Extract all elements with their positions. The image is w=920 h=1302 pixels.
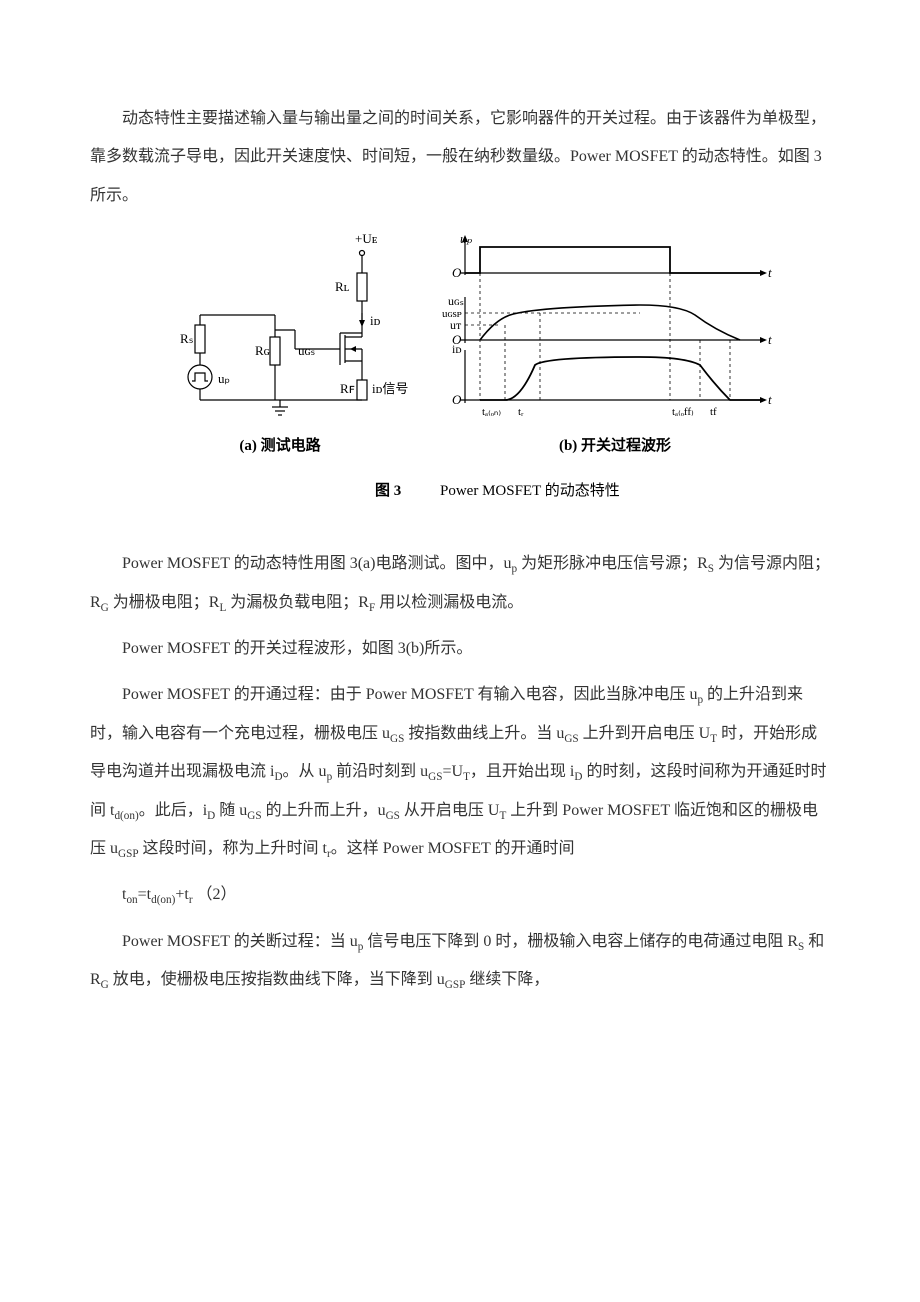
label-Rs: Rₛ [180, 331, 194, 346]
p3: Power MOSFET 的开关过程波形，如图 3(b)所示。 [122, 640, 472, 657]
label-tf: tf [710, 406, 717, 418]
label-O1: O [452, 265, 462, 280]
caption-main: Power MOSFET 的动态特性 [440, 482, 620, 499]
p2a: Power MOSFET 的动态特性用图 3(a)电路测试。图中，u [122, 555, 511, 572]
label-tr: tᵣ [518, 406, 524, 418]
sub-GS4: GS [247, 810, 261, 822]
sub-T2: T [463, 771, 470, 783]
caption-main-prefix: 图 3 [375, 482, 401, 499]
p5b: 信号电压下降到 0 时，栅极输入电容上储存的电荷通过电阻 R [363, 933, 798, 950]
label-uT: uᴛ [450, 318, 462, 332]
label-RF: Rꜰ [340, 381, 355, 396]
p4c: 按指数曲线上升。当 u [404, 725, 564, 742]
sub-on: on [126, 894, 137, 906]
sub-GS1: GS [390, 733, 404, 745]
p4d: 上升到开启电压 U [579, 725, 711, 742]
label-tdon: tₐ₍ₒₙ₎ [482, 406, 501, 418]
sub-D1: D [274, 771, 282, 783]
p4f: 。从 u [283, 763, 327, 780]
sub-GSP2: GSP [445, 979, 466, 991]
label-O3: O [452, 392, 462, 407]
eq2d: （2） [193, 886, 237, 903]
p4k: 。此后，i [139, 802, 207, 819]
sub-G: G [101, 602, 109, 614]
paragraph-1: 动态特性主要描述输入量与输出量之间的时间关系，它影响器件的开关过程。由于该器件为… [90, 100, 830, 215]
label-RG: Rɢ [255, 343, 270, 358]
label-iDsig: iᴅ信号 [372, 381, 408, 396]
caption-b: (b) 开关过程波形 [559, 436, 671, 454]
caption-a: (a) 测试电路 [239, 436, 321, 454]
label-uGS: uɢₛ [298, 343, 315, 358]
p4m: 的上升而上升，u [262, 802, 386, 819]
p5e: 继续下降， [465, 971, 549, 988]
sub-GS2: GS [564, 733, 578, 745]
p1-text: 动态特性主要描述输入量与输出量之间的时间关系，它影响器件的开关过程。由于该器件为… [90, 110, 826, 204]
sub-GSP: GSP [118, 848, 139, 860]
paragraph-5: Power MOSFET 的关断过程：当 up 信号电压下降到 0 时，栅极输入… [90, 923, 830, 1000]
p4a: Power MOSFET 的开通过程：由于 Power MOSFET 有输入电容… [122, 686, 697, 703]
label-tdoff: tₐ₍ₒff₎ [672, 406, 694, 418]
p5d: 放电，使栅极电压按指数曲线下降，当下降到 u [109, 971, 445, 988]
figure-3-svg: +Uᴇ Rʟ iᴅ [140, 225, 780, 525]
p4h: =U [442, 763, 463, 780]
p4l: 随 u [215, 802, 247, 819]
document-page: 动态特性主要描述输入量与输出量之间的时间关系，它影响器件的开关过程。由于该器件为… [0, 0, 920, 1067]
sub-don: d(on) [114, 810, 138, 822]
p2f: 用以检测漏极电流。 [375, 594, 523, 611]
p5a: Power MOSFET 的关断过程：当 u [122, 933, 358, 950]
sub-GS3: GS [428, 771, 442, 783]
p4g: 前沿时刻到 u [332, 763, 428, 780]
eq2c: +t [175, 886, 188, 903]
figure-3: +Uᴇ Rʟ iᴅ [90, 225, 830, 525]
p4p: 这段时间，称为上升时间 t [139, 840, 327, 857]
label-UE: +Uᴇ [355, 231, 378, 246]
p4q: 。这样 Power MOSFET 的开通时间 [331, 840, 575, 857]
label-up: uₚ [218, 371, 230, 386]
label-uGS2: uɢₛ [448, 294, 464, 308]
equation-2: ton=td(on)+tr （2） [90, 876, 830, 914]
label-t3: t [768, 392, 772, 407]
paragraph-3: Power MOSFET 的开关过程波形，如图 3(b)所示。 [90, 630, 830, 668]
label-t2: t [768, 332, 772, 347]
p4i: ，且开始出现 i [470, 763, 574, 780]
label-iD2: iᴅ [452, 342, 462, 356]
p4n: 从开启电压 U [400, 802, 500, 819]
sub-GS5: GS [386, 810, 400, 822]
p2b: 为矩形脉冲电压信号源；R [517, 555, 708, 572]
p2e: 为漏极负载电阻；R [226, 594, 369, 611]
p2d: 为栅极电阻；R [109, 594, 220, 611]
paragraph-2: Power MOSFET 的动态特性用图 3(a)电路测试。图中，up 为矩形脉… [90, 545, 830, 622]
label-RL: Rʟ [335, 279, 350, 294]
paragraph-4: Power MOSFET 的开通过程：由于 Power MOSFET 有输入电容… [90, 676, 830, 868]
eq2b: =t [138, 886, 151, 903]
label-t1: t [768, 265, 772, 280]
sub-don2: d(on) [151, 894, 175, 906]
sub-G2: G [101, 979, 109, 991]
label-iD: iᴅ [370, 313, 381, 328]
